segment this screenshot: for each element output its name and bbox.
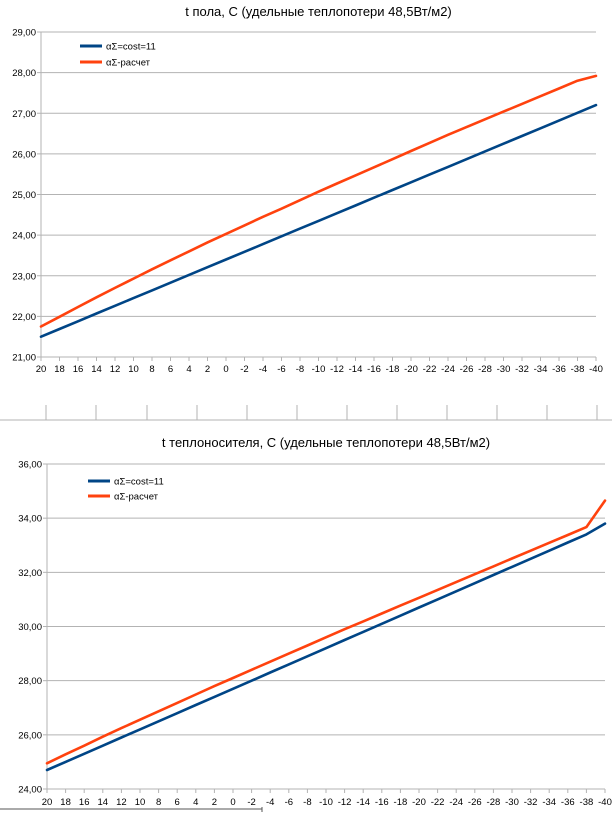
x-tick-label: -26 — [468, 797, 482, 808]
x-tick-label: -20 — [404, 364, 418, 375]
series-line-1 — [45, 522, 607, 772]
x-tick-label: 8 — [156, 797, 161, 808]
x-tick-label: 10 — [135, 797, 146, 808]
x-tick-label: 2 — [205, 364, 210, 375]
x-tick-label: 16 — [79, 797, 90, 808]
series-line-2 — [45, 499, 607, 765]
x-tick-label: -14 — [356, 797, 370, 808]
y-tick-label: 36,00 — [18, 460, 42, 471]
x-tick-label: -34 — [534, 364, 548, 375]
x-tick-label: 8 — [149, 364, 154, 375]
legend-label: αΣ=cost=11 — [106, 42, 156, 53]
x-tick-label: 14 — [98, 797, 109, 808]
x-tick-label: 10 — [128, 364, 139, 375]
x-tick-label: -28 — [478, 364, 492, 375]
x-tick-label: -22 — [431, 797, 445, 808]
x-tick-label: -38 — [571, 364, 585, 375]
chart-1: t пола, С (удельные теплопотери 48,5Вт/м… — [12, 4, 603, 375]
x-tick-label: -6 — [277, 364, 285, 375]
x-tick-label: -24 — [449, 797, 463, 808]
x-tick-label: -26 — [460, 364, 474, 375]
x-tick-label: -10 — [319, 797, 333, 808]
y-tick-label: 24,00 — [12, 231, 36, 242]
x-tick-label: -2 — [240, 364, 248, 375]
x-tick-label: 12 — [110, 364, 121, 375]
x-tick-label: -4 — [259, 364, 267, 375]
x-tick-label: -28 — [487, 797, 501, 808]
x-tick-label: 2 — [212, 797, 217, 808]
x-tick-label: -20 — [412, 797, 426, 808]
x-tick-label: -4 — [266, 797, 274, 808]
x-tick-label: 0 — [223, 364, 228, 375]
y-tick-label: 28,00 — [12, 68, 36, 79]
chart-title: t пола, С (удельные теплопотери 48,5Вт/м… — [185, 4, 452, 19]
x-tick-label: -34 — [542, 797, 556, 808]
x-tick-label: -8 — [296, 364, 304, 375]
x-tick-label: 12 — [116, 797, 127, 808]
y-tick-label: 21,00 — [12, 353, 36, 364]
y-tick-label: 27,00 — [12, 109, 36, 120]
x-tick-label: 20 — [42, 797, 53, 808]
chart-title: t теплоносителя, С (удельные теплопотери… — [162, 435, 490, 450]
x-tick-label: -16 — [367, 364, 381, 375]
chart-2: t теплоносителя, С (удельные теплопотери… — [18, 435, 612, 808]
x-tick-label: -32 — [515, 364, 529, 375]
y-tick-label: 34,00 — [18, 514, 42, 525]
y-tick-label: 29,00 — [12, 28, 36, 39]
x-tick-label: -40 — [589, 364, 603, 375]
x-tick-label: -18 — [394, 797, 408, 808]
x-tick-label: -10 — [312, 364, 326, 375]
series-line-2 — [39, 74, 598, 328]
legend-label: αΣ-расчет — [106, 58, 151, 69]
x-tick-label: -16 — [375, 797, 389, 808]
x-tick-label: 6 — [175, 797, 180, 808]
y-tick-label: 25,00 — [12, 190, 36, 201]
x-tick-label: 6 — [168, 364, 173, 375]
x-tick-label: 0 — [230, 797, 235, 808]
y-tick-label: 22,00 — [12, 312, 36, 323]
x-tick-label: 20 — [36, 364, 47, 375]
x-tick-label: -36 — [552, 364, 566, 375]
y-tick-label: 28,00 — [18, 676, 42, 687]
y-tick-label: 23,00 — [12, 271, 36, 282]
y-tick-label: 32,00 — [18, 568, 42, 579]
x-tick-label: -14 — [349, 364, 363, 375]
y-tick-label: 26,00 — [18, 730, 42, 741]
x-tick-label: 16 — [73, 364, 84, 375]
y-tick-label: 26,00 — [12, 149, 36, 160]
x-tick-label: -32 — [524, 797, 538, 808]
x-tick-label: 14 — [91, 364, 102, 375]
series-line-1 — [39, 103, 598, 339]
x-tick-label: -6 — [285, 797, 293, 808]
x-tick-label: -22 — [423, 364, 437, 375]
separator-axis — [0, 405, 612, 421]
x-tick-label: -8 — [303, 797, 311, 808]
x-tick-label: -18 — [386, 364, 400, 375]
legend-label: αΣ-расчет — [114, 492, 159, 503]
x-tick-label: -2 — [247, 797, 255, 808]
y-tick-label: 24,00 — [18, 785, 42, 796]
x-tick-label: -12 — [330, 364, 344, 375]
y-tick-label: 30,00 — [18, 622, 42, 633]
x-tick-label: -12 — [338, 797, 352, 808]
x-tick-label: 4 — [186, 364, 191, 375]
x-tick-label: 4 — [193, 797, 198, 808]
x-tick-label: -30 — [497, 364, 511, 375]
x-tick-label: 18 — [60, 797, 71, 808]
x-tick-label: -40 — [598, 797, 612, 808]
x-tick-label: -36 — [561, 797, 575, 808]
x-tick-label: -30 — [505, 797, 519, 808]
x-tick-label: 18 — [54, 364, 65, 375]
x-tick-label: -38 — [580, 797, 594, 808]
x-tick-label: -24 — [441, 364, 455, 375]
legend-label: αΣ=cost=11 — [114, 477, 164, 488]
